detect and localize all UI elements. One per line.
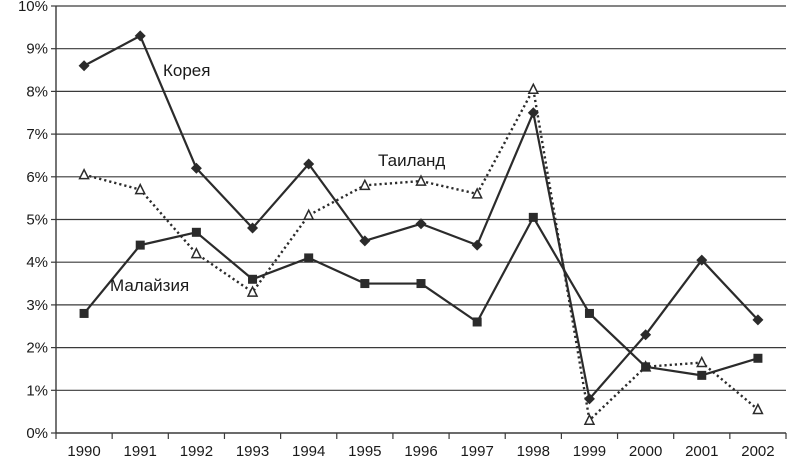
data-point-malaysia xyxy=(697,370,707,380)
data-point-thailand xyxy=(78,167,90,180)
data-point-malaysia xyxy=(584,308,594,318)
data-point-malaysia xyxy=(304,253,314,263)
y-tick-label: 4% xyxy=(26,254,48,271)
data-point-malaysia xyxy=(641,362,651,372)
data-point-korea xyxy=(247,222,259,234)
y-tick-label: 5% xyxy=(26,212,48,229)
data-point-malaysia xyxy=(191,227,201,237)
data-point-thailand xyxy=(527,82,540,95)
x-axis: 1990 1991 1992 1993 1994 1995 1996 1997 1998 1999… xyxy=(55,433,787,460)
data-point-korea xyxy=(415,218,427,230)
series-line-thailand xyxy=(83,88,759,422)
data-point-malaysia xyxy=(528,212,538,222)
data-point-thailand xyxy=(302,208,315,220)
y-tick-label: 3% xyxy=(26,297,48,314)
x-tick-label: 1995 xyxy=(348,443,381,460)
data-point-korea xyxy=(752,314,764,326)
x-tick-label: 1994 xyxy=(292,443,325,460)
y-tick-label: 1% xyxy=(26,382,48,399)
series-labels: Корея Таиланд Малайзия xyxy=(110,61,445,295)
y-tick-label: 6% xyxy=(26,169,48,186)
series-line-korea xyxy=(83,34,759,400)
data-point-korea xyxy=(134,30,146,42)
data-point-malaysia xyxy=(416,279,426,289)
data-point-korea xyxy=(190,162,202,174)
x-tick-label: 1997 xyxy=(460,443,493,460)
y-axis: 0% 1% 2% 3% 4% 5% 6% 7% 8% 9% 10% xyxy=(18,0,57,442)
data-point-thailand xyxy=(134,182,146,195)
data-point-korea xyxy=(303,158,315,170)
data-point-malaysia xyxy=(79,308,89,318)
x-tick-label: 1999 xyxy=(573,443,606,460)
x-tick-label: 1990 xyxy=(67,443,100,460)
series-markers xyxy=(78,30,764,425)
data-point-korea xyxy=(471,239,483,251)
data-point-malaysia xyxy=(753,353,763,363)
data-point-malaysia xyxy=(472,317,482,327)
x-tick-label: 1993 xyxy=(236,443,269,460)
data-point-thailand xyxy=(190,246,203,259)
data-point-thailand xyxy=(471,187,483,199)
data-point-korea xyxy=(359,235,371,247)
y-tick-label: 2% xyxy=(26,340,48,357)
data-point-thailand xyxy=(583,413,596,425)
x-tick-label: 1991 xyxy=(124,443,157,460)
data-point-thailand xyxy=(696,355,708,368)
x-tick-label: 2000 xyxy=(629,443,662,460)
series-label-thailand: Таиланд xyxy=(378,151,445,170)
series-label-malaysia: Малайзия xyxy=(110,276,189,295)
data-point-thailand xyxy=(359,178,371,191)
data-point-korea xyxy=(527,107,539,119)
y-tick-label: 9% xyxy=(26,41,48,58)
data-point-malaysia xyxy=(248,274,258,284)
x-tick-label: 1998 xyxy=(517,443,550,460)
x-tick-label: 1996 xyxy=(404,443,437,460)
data-point-korea xyxy=(640,329,652,341)
data-point-malaysia xyxy=(135,240,145,250)
series-label-korea: Корея xyxy=(163,61,210,80)
x-tick-label: 2001 xyxy=(685,443,718,460)
y-tick-label: 0% xyxy=(26,425,48,442)
y-tick-label: 7% xyxy=(26,126,48,143)
y-tick-label: 8% xyxy=(26,83,48,100)
data-point-thailand xyxy=(752,402,764,415)
x-tick-label: 2002 xyxy=(741,443,774,460)
data-point-korea xyxy=(696,254,708,266)
data-point-malaysia xyxy=(360,279,370,289)
x-tick-label: 1992 xyxy=(180,443,213,460)
data-point-thailand xyxy=(246,285,259,297)
data-point-thailand xyxy=(415,174,427,186)
data-point-korea xyxy=(78,60,90,72)
y-tick-label: 10% xyxy=(18,0,48,15)
data-point-korea xyxy=(583,393,595,405)
